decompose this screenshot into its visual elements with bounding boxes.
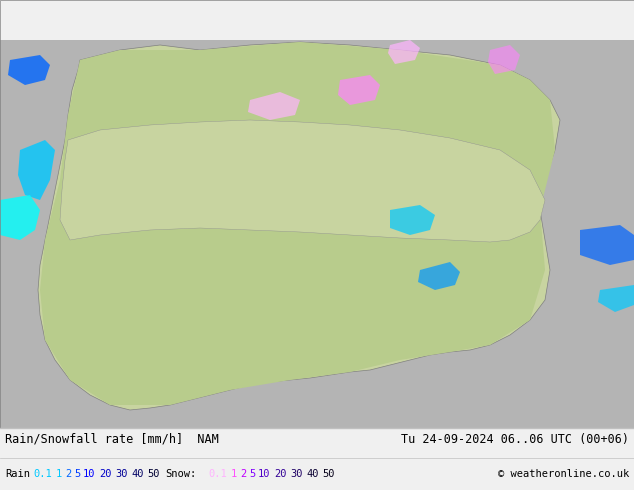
Polygon shape	[488, 45, 520, 74]
Text: 0.1: 0.1	[33, 469, 52, 479]
Polygon shape	[60, 120, 545, 242]
Text: 20: 20	[274, 469, 287, 479]
Polygon shape	[18, 140, 55, 200]
Bar	[0, 428, 634, 490]
Text: 50: 50	[147, 469, 160, 479]
Polygon shape	[248, 92, 300, 120]
Polygon shape	[8, 55, 50, 85]
Polygon shape	[0, 195, 40, 240]
Polygon shape	[418, 262, 460, 290]
Bar	[0, 0, 634, 428]
Text: Rain/Snowfall rate [mm/h]  NAM: Rain/Snowfall rate [mm/h] NAM	[5, 433, 219, 445]
Text: 10: 10	[83, 469, 96, 479]
Bar	[0, 40, 634, 430]
Text: 1: 1	[231, 469, 237, 479]
Text: 20: 20	[99, 469, 112, 479]
Polygon shape	[40, 42, 555, 405]
Polygon shape	[580, 225, 634, 265]
Polygon shape	[338, 75, 380, 105]
Polygon shape	[598, 285, 634, 312]
Text: 30: 30	[290, 469, 302, 479]
Text: Tu 24-09-2024 06..06 UTC (00+06): Tu 24-09-2024 06..06 UTC (00+06)	[401, 433, 629, 445]
Text: 2: 2	[240, 469, 246, 479]
Text: 10: 10	[258, 469, 271, 479]
Text: 0.1: 0.1	[208, 469, 227, 479]
Text: 5: 5	[249, 469, 256, 479]
Text: 50: 50	[322, 469, 335, 479]
Text: 5: 5	[74, 469, 81, 479]
Text: 40: 40	[131, 469, 143, 479]
Text: 1: 1	[56, 469, 62, 479]
Text: Snow:: Snow:	[165, 469, 197, 479]
Polygon shape	[388, 40, 420, 64]
Text: Rain: Rain	[5, 469, 30, 479]
Text: 40: 40	[306, 469, 318, 479]
Polygon shape	[390, 205, 435, 235]
Text: 30: 30	[115, 469, 127, 479]
Polygon shape	[38, 42, 560, 410]
Text: 2: 2	[65, 469, 71, 479]
Text: © weatheronline.co.uk: © weatheronline.co.uk	[498, 469, 629, 479]
